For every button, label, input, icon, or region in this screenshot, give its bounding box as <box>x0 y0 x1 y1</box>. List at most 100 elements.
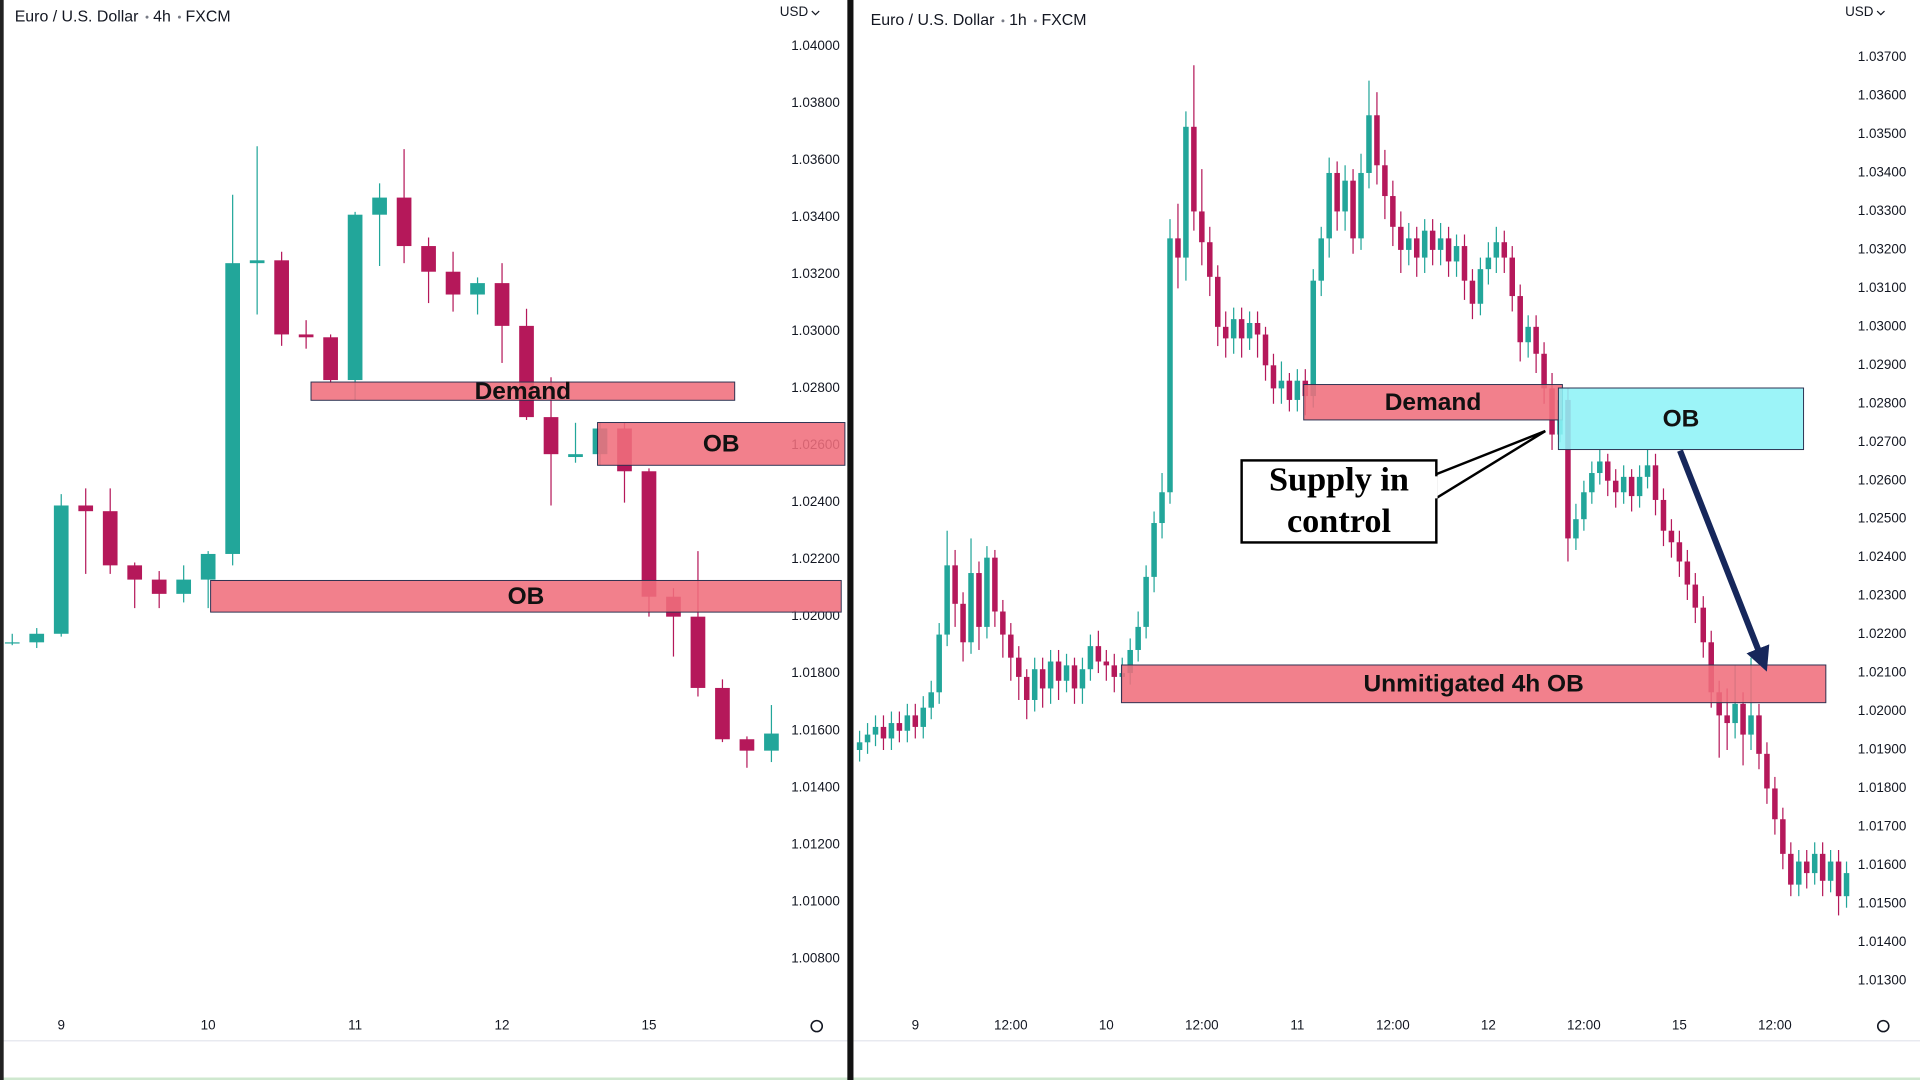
separator-dot <box>177 15 181 19</box>
candle-body <box>249 260 265 264</box>
zone-label: OB <box>703 431 740 458</box>
y-tick-label: 1.01200 <box>791 836 840 851</box>
currency-button[interactable]: USD <box>1845 4 1874 19</box>
x-tick-label: 12:00 <box>1376 1018 1410 1033</box>
candle-body <box>1334 172 1340 212</box>
x-tick-label: 12:00 <box>1185 1018 1219 1033</box>
candle-body <box>1493 242 1500 258</box>
chart-symbol: Euro / U.S. Dollar <box>15 8 139 25</box>
candle-body <box>1652 465 1659 500</box>
candle-body <box>1501 242 1508 258</box>
settings-button[interactable] <box>1876 1019 1890 1033</box>
candle-body <box>1803 861 1810 874</box>
candle-body <box>1350 180 1356 239</box>
candle-body <box>1270 365 1277 389</box>
y-tick-label: 1.01400 <box>1858 934 1907 949</box>
candle-body <box>1700 607 1707 643</box>
candle-body <box>1445 238 1452 262</box>
candle-body <box>1111 665 1118 677</box>
candle-body <box>1047 661 1054 689</box>
y-tick-label: 1.03000 <box>791 323 840 338</box>
y-tick-label: 1.02400 <box>1858 549 1907 564</box>
y-tick-label: 1.03600 <box>791 152 840 167</box>
candle-body <box>1819 853 1826 881</box>
y-tick-label: 1.01500 <box>1858 895 1907 910</box>
candle-body <box>1541 353 1547 389</box>
y-tick-label: 1.03400 <box>791 209 840 224</box>
candle-body <box>1071 665 1078 689</box>
left-border <box>0 0 4 1080</box>
candle-body <box>968 573 974 643</box>
y-tick-label: 1.02700 <box>1858 434 1907 449</box>
candle-body <box>1612 480 1619 493</box>
candle-body <box>864 734 871 743</box>
candle-body <box>470 283 485 295</box>
chart-panel: Euro / U.S. Dollar 1h FXCM USD 1.03700 1.0360… <box>856 4 1907 1033</box>
candle-body <box>1477 269 1484 304</box>
candle-body <box>920 707 927 727</box>
candle-body <box>872 726 879 735</box>
x-tick-label: 12:00 <box>994 1018 1028 1033</box>
x-tick-label: 15 <box>641 1018 656 1033</box>
y-tick-label: 1.02600 <box>1858 472 1907 487</box>
candle-body <box>274 260 289 335</box>
separator-dot <box>1001 19 1005 23</box>
candle-body <box>1724 715 1730 724</box>
y-tick-label: 1.01400 <box>791 779 840 794</box>
candle-body <box>1143 576 1149 627</box>
zone <box>210 579 842 613</box>
x-tick-label: 12:00 <box>1758 1018 1792 1033</box>
separator-dot <box>145 15 149 19</box>
candle-body <box>543 417 559 455</box>
candle-body <box>1230 319 1237 339</box>
candle-body <box>1008 634 1014 658</box>
y-tick-label: 1.02200 <box>791 551 840 566</box>
candle-body <box>1644 465 1651 477</box>
candle-body <box>764 733 779 751</box>
x-tick-label: 9 <box>912 1018 919 1033</box>
candle-body <box>421 246 436 272</box>
candle-body <box>944 565 950 635</box>
candle-body <box>1581 492 1587 520</box>
callout-text: control <box>1287 502 1391 540</box>
zone-label: Demand <box>475 378 572 405</box>
candle-body <box>1565 399 1571 539</box>
candle-body <box>1199 211 1205 243</box>
candle-body <box>1796 861 1802 885</box>
y-tick-label: 1.02900 <box>1858 357 1907 372</box>
candle-body <box>1023 676 1030 700</box>
settings-button[interactable] <box>810 1019 824 1033</box>
zone <box>310 381 736 401</box>
candle-body <box>151 579 167 594</box>
candle-body <box>1788 853 1794 885</box>
zone <box>1303 384 1563 421</box>
candle-body <box>1031 669 1038 700</box>
candle-body <box>1756 715 1762 754</box>
y-tick-label: 1.01600 <box>1858 857 1907 872</box>
candle-body <box>1191 126 1197 212</box>
candle-body <box>1437 238 1444 250</box>
candle-body <box>1294 380 1301 400</box>
candle-body <box>1843 873 1850 897</box>
zone <box>1120 664 1827 704</box>
candle-body <box>1175 238 1181 258</box>
candle-body <box>53 505 69 634</box>
candle-body <box>1517 296 1523 343</box>
candle-body <box>1254 322 1261 335</box>
candle-body <box>1382 165 1388 197</box>
x-tick-label: 10 <box>201 1018 216 1033</box>
chart-source: FXCM <box>186 8 231 25</box>
y-tick-label: 1.03300 <box>1858 203 1907 218</box>
candle-body <box>1087 646 1094 670</box>
candle-body <box>1262 334 1269 366</box>
zone-label: OB <box>1663 405 1700 432</box>
candle-body <box>1135 626 1141 650</box>
candle-body <box>1573 519 1579 539</box>
candle-body <box>200 553 216 580</box>
y-tick-label: 1.03400 <box>1858 165 1907 180</box>
currency-button[interactable]: USD <box>780 4 809 19</box>
x-tick-label: 10 <box>1099 1018 1114 1033</box>
candle-body <box>1525 326 1531 343</box>
